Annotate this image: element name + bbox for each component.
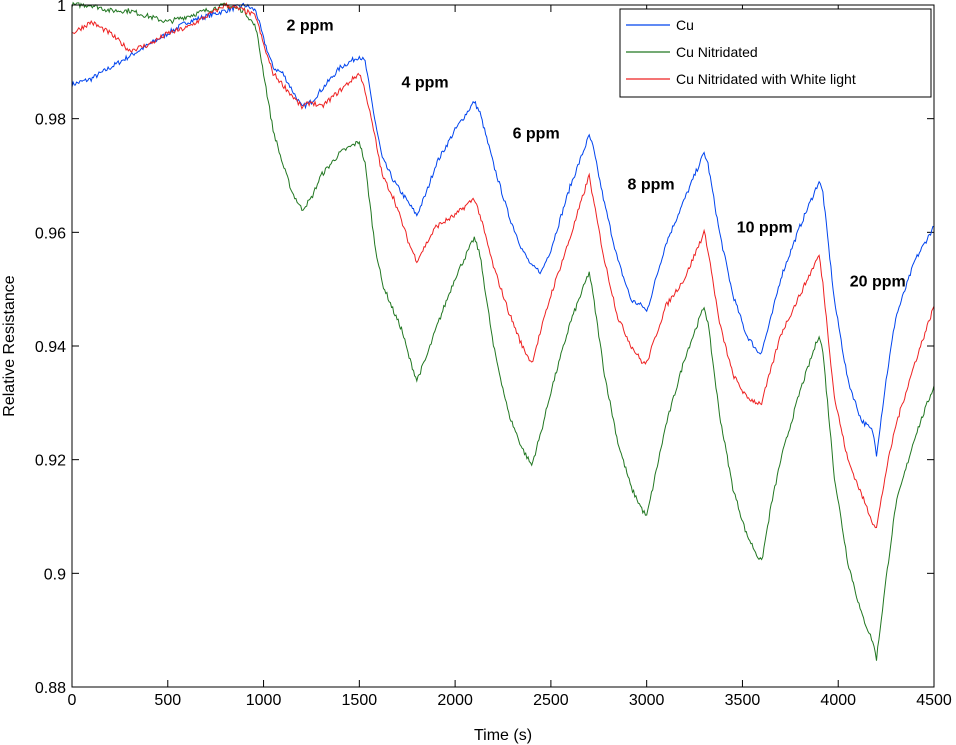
x-tick-label: 4000: [820, 692, 856, 709]
y-axis-label: Relative Resistance: [1, 275, 18, 417]
x-tick-label: 4500: [916, 692, 952, 709]
annotations: 2 ppm 4 ppm 6 ppm 8 ppm 10 ppm 20 ppm: [287, 18, 906, 291]
x-axis-label: Time (s): [474, 727, 532, 744]
y-tick-label: 1: [57, 0, 66, 15]
x-tick-label: 0: [68, 692, 77, 709]
series-line-1: [71, 1, 935, 661]
legend-label-0: Cu: [676, 17, 694, 33]
annotation-label: 6 ppm: [513, 126, 560, 143]
x-tick-label: 1000: [246, 692, 282, 709]
plot-frame: [71, 4, 935, 688]
x-tick-label: 1500: [342, 692, 378, 709]
x-tick-label: 500: [154, 692, 181, 709]
legend-label-1: Cu Nitridated: [676, 44, 758, 60]
legend-box: [619, 8, 932, 98]
annotation-label: 20 ppm: [850, 273, 906, 290]
y-tick-label: 0.88: [35, 680, 66, 697]
annotation-label: 4 ppm: [401, 74, 448, 91]
x-tick-label: 3000: [629, 692, 665, 709]
annotation-label: 10 ppm: [737, 219, 793, 236]
y-tick-labels: 0.88 0.9 0.92 0.94 0.96 0.98 1: [35, 0, 66, 697]
x-tick-label: 2000: [437, 692, 473, 709]
x-tick-label: 2500: [533, 692, 569, 709]
legend-label-2: Cu Nitridated with White light: [676, 71, 856, 87]
plot-background: [72, 5, 934, 687]
series-line-2: [71, 2, 935, 529]
y-tick-label: 0.94: [35, 339, 66, 356]
annotation-label: 8 ppm: [628, 177, 675, 194]
y-tick-label: 0.9: [44, 566, 66, 583]
legend: Cu Cu Nitridated Cu Nitridated with White …: [619, 8, 932, 98]
y-tick-label: 0.96: [35, 225, 66, 242]
y-tick-label: 0.98: [35, 112, 66, 129]
x-tick-label: 3500: [725, 692, 761, 709]
series-group: [71, 1, 935, 661]
y-tick-label: 0.92: [35, 453, 66, 470]
annotation-label: 2 ppm: [287, 18, 334, 35]
series-line-0: [71, 2, 935, 457]
x-tick-labels: 0 500 1000 1500 2000 2500 3000 3500 4000 4500: [68, 692, 952, 709]
